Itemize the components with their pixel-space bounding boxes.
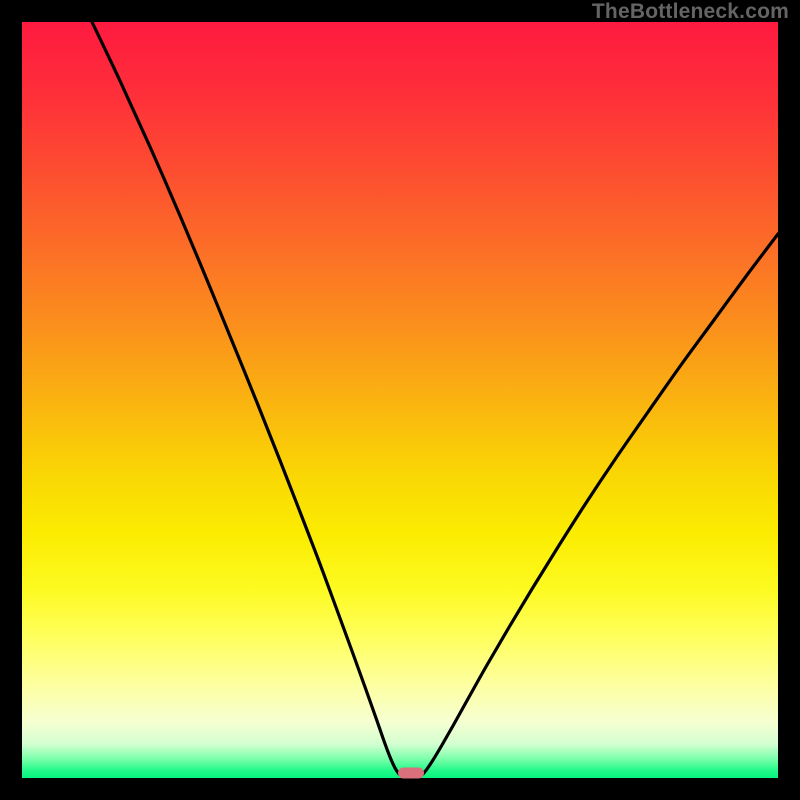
target-pill xyxy=(398,768,424,779)
bottleneck-chart xyxy=(0,0,800,800)
plot-background-gradient xyxy=(22,22,778,778)
watermark-text: TheBottleneck.com xyxy=(592,0,789,24)
chart-container: TheBottleneck.com xyxy=(0,0,800,800)
